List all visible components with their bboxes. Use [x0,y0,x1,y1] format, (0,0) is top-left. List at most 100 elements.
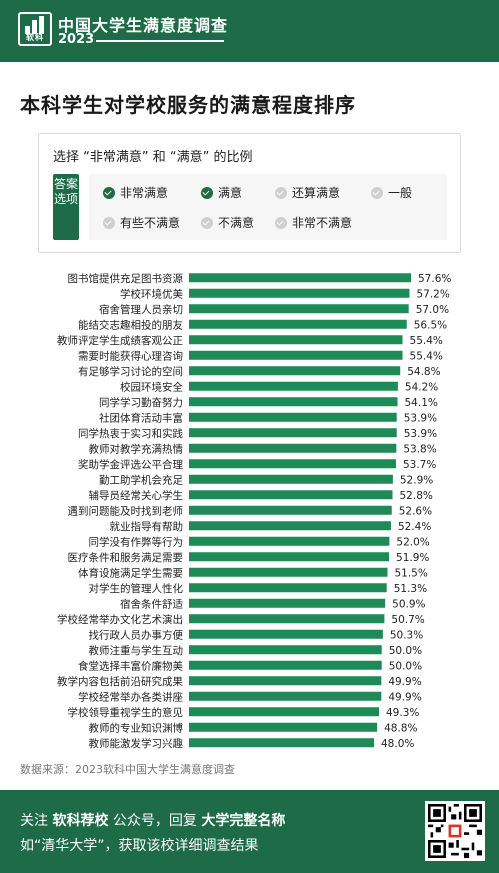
footer: 关注 软科荐校 公众号，回复 大学完整名称 如“清华大学”，获取该校详细调查结果 [0,790,499,873]
category-label: 校园环境安全 [120,380,183,393]
check-icon [201,186,213,199]
ranking-logo-icon: 软科 [18,12,52,46]
header: 软科 中国大学生满意度调查 2023 [0,0,499,60]
data-source: 数据来源：2023软科中国大学生满意度调查 [20,763,235,776]
category-label: 找行政人员办事方便 [89,628,184,641]
category-label: 宿舍条件舒适 [120,597,183,610]
value-label: 51.3% [394,583,427,595]
value-label: 52.4% [398,521,431,533]
answer-options: 非常满意 满意 还算满意 一般 有些不满意 不满意 非常不满意 [89,174,447,240]
value-label: 50.0% [389,645,422,657]
category-label: 教学内容包括前沿研究成果 [57,675,183,688]
category-label: 同学学习勤奋努力 [99,396,183,409]
check-icon [275,216,287,229]
bar [189,459,396,469]
qr-code-icon[interactable] [425,801,485,861]
value-label: 53.7% [403,459,436,471]
bar [189,335,403,345]
bar [189,381,398,391]
category-label: 医疗条件和服务满足需要 [68,551,184,564]
satisfaction-bar-chart: 图书馆提供充足图书资源 57.6% 学校环境优美 57.2% 宿舍管理人员亲切 57.0%… [0,267,499,757]
category-label: 需要时能获得心理咨询 [78,349,183,362]
value-label: 50.9% [392,598,425,610]
value-label: 49.9% [388,691,421,703]
bar [189,521,391,531]
value-label: 52.0% [396,536,429,548]
value-label: 50.0% [389,660,422,672]
value-label: 51.9% [396,552,429,564]
bar [189,691,382,701]
check-icon [201,216,213,229]
option-fairly-satisfied[interactable]: 还算满意 [275,184,340,201]
category-label: 能结交志趣相投的朋友 [78,318,183,331]
option-very-dissatisfied[interactable]: 非常不满意 [275,214,352,231]
category-label: 学校环境优美 [120,287,183,300]
check-icon [371,186,383,199]
category-label: 奖助学金评选公平合理 [78,458,183,471]
bar [189,273,411,283]
bar [189,536,390,546]
value-label: 52.6% [399,505,432,517]
value-label: 50.7% [391,614,424,626]
option-somewhat-dissatisfied[interactable]: 有些不满意 [103,214,180,231]
value-label: 56.5% [414,319,447,331]
category-label: 体育设施满足学生需要 [78,566,183,579]
value-label: 54.2% [405,381,438,393]
category-label: 勤工助学机会充足 [99,473,183,486]
category-label: 教师注重与学生互动 [89,644,184,657]
check-icon [275,186,287,199]
logo-text: 软科 [26,33,44,42]
value-label: 48.0% [381,738,414,750]
bar [189,366,401,376]
check-icon [103,216,115,229]
option-very-satisfied[interactable]: 非常满意 [103,184,168,201]
category-label: 辅导员经常关心学生 [89,489,184,502]
category-label: 同学没有作弊等行为 [89,535,184,548]
value-label: 53.9% [404,412,437,424]
bar [189,552,390,562]
value-label: 52.8% [400,490,433,502]
value-label: 57.6% [418,273,451,285]
bar [189,660,382,670]
bar [189,474,393,484]
category-label: 有足够学习讨论的空间 [78,365,183,378]
value-label: 52.9% [400,474,433,486]
check-icon [103,186,115,199]
category-label: 图书馆提供充足图书资源 [68,272,184,285]
footer-line-2: 如“清华大学”，获取该校详细调查结果 [20,838,259,854]
bar [189,350,403,360]
category-label: 学校经常举办文化艺术演出 [57,613,183,626]
category-label: 宿舍管理人员亲切 [99,303,183,316]
content-card: 本科学生对学校服务的满意程度排序 选择 “非常满意” 和 “满意” 的比例 答案… [0,62,499,790]
header-title: 中国大学生满意度调查 [58,16,229,35]
bar [189,412,397,422]
category-label: 遇到问题能及时找到老师 [68,504,184,517]
value-label: 57.2% [416,288,449,300]
value-label: 49.3% [386,707,419,719]
value-label: 50.3% [390,629,423,641]
chart-svg: 图书馆提供充足图书资源 57.6% 学校环境优美 57.2% 宿舍管理人员亲切 57.0%… [57,272,451,750]
option-neutral[interactable]: 一般 [371,184,412,201]
page-title: 本科学生对学校服务的满意程度排序 [20,93,356,117]
value-label: 57.0% [416,304,449,316]
value-label: 51.5% [394,567,427,579]
option-dissatisfied[interactable]: 不满意 [201,214,254,231]
bar [189,319,407,329]
value-label: 54.8% [407,366,440,378]
bar [189,443,397,453]
bar [189,722,378,732]
footer-line-1: 关注 软科荐校 公众号，回复 大学完整名称 [20,813,286,829]
value-label: 53.9% [404,428,437,440]
bar [189,397,398,407]
filter-panel: 选择 “非常满意” 和 “满意” 的比例 答案选项 非常满意 满意 还算满意 一… [38,133,461,253]
category-label: 社团体育活动丰富 [99,411,183,424]
category-label: 就业指导有帮助 [110,520,184,533]
category-label: 同学热衷于实习和实践 [78,427,183,440]
bar [189,583,387,593]
bar [189,288,410,298]
option-satisfied[interactable]: 满意 [201,184,242,201]
category-label: 教师评定学生成绩客观公正 [57,334,183,347]
bar [189,567,388,577]
category-label: 学校领导重视学生的意见 [68,706,184,719]
header-divider [96,40,224,42]
